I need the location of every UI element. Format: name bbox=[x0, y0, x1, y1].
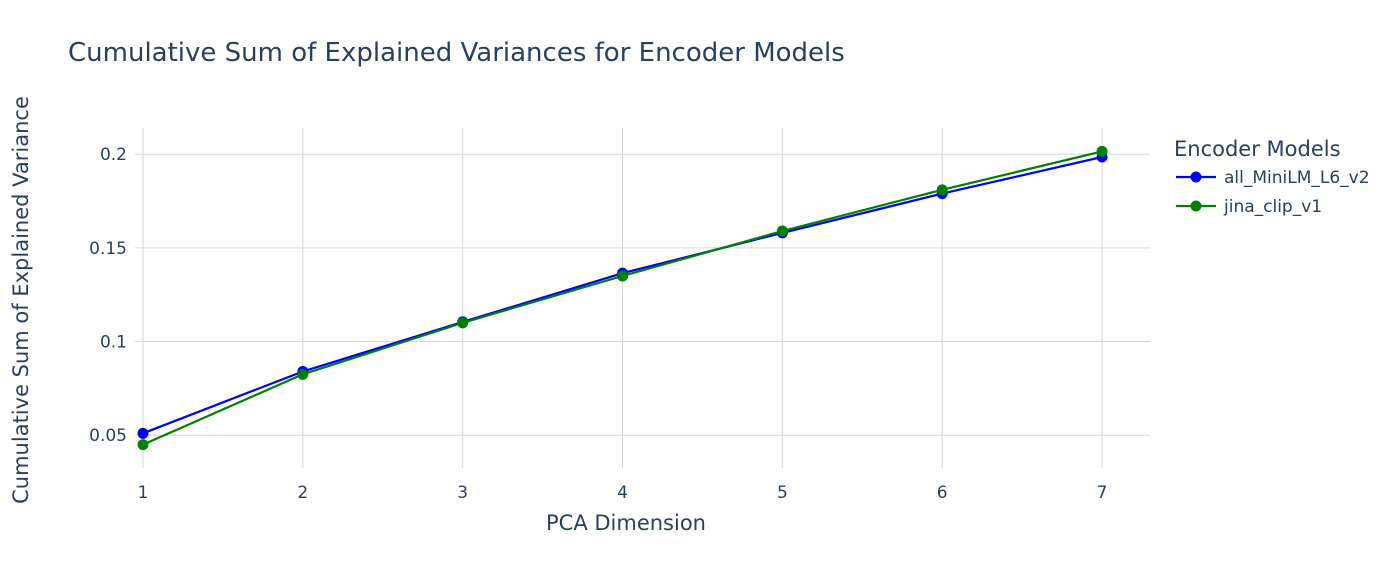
data-point bbox=[457, 317, 469, 329]
legend-marker-swatch bbox=[1190, 200, 1202, 212]
legend-label: jina_clip_v1 bbox=[1223, 197, 1322, 217]
y-tick-label: 0.05 bbox=[89, 426, 127, 446]
data-point bbox=[137, 427, 149, 439]
x-tick-label: 6 bbox=[937, 483, 948, 503]
legend-item-all_MiniLM_L6_v2[interactable]: all_MiniLM_L6_v2 bbox=[1176, 168, 1370, 188]
y-tick-labels: 0.05 0.1 0.15 0.2 bbox=[89, 145, 127, 446]
x-axis-title: PCA Dimension bbox=[546, 511, 706, 535]
x-tick-label: 7 bbox=[1097, 483, 1108, 503]
series-lines bbox=[137, 145, 1108, 451]
y-tick-label: 0.2 bbox=[100, 145, 127, 165]
x-tick-label: 1 bbox=[138, 483, 149, 503]
series-jina_clip_v1 bbox=[137, 145, 1108, 451]
gridlines bbox=[135, 128, 1150, 468]
x-tick-label: 2 bbox=[297, 483, 308, 503]
legend-items: all_MiniLM_L6_v2 jina_clip_v1 bbox=[1176, 168, 1370, 217]
x-tick-label: 3 bbox=[457, 483, 468, 503]
data-point bbox=[936, 184, 948, 196]
legend: Encoder Models all_MiniLM_L6_v2 jina_clip… bbox=[1174, 137, 1370, 217]
legend-label: all_MiniLM_L6_v2 bbox=[1224, 168, 1370, 188]
x-tick-label: 4 bbox=[617, 483, 628, 503]
y-tick-label: 0.1 bbox=[100, 333, 127, 353]
data-point bbox=[776, 225, 788, 237]
data-point bbox=[617, 270, 629, 282]
y-tick-label: 0.15 bbox=[89, 239, 127, 259]
data-point bbox=[1096, 145, 1108, 157]
y-axis-title: Cumulative Sum of Explained Variance bbox=[9, 96, 33, 504]
chart-title: Cumulative Sum of Explained Variances fo… bbox=[68, 38, 845, 68]
legend-marker-swatch bbox=[1190, 171, 1202, 183]
legend-title: Encoder Models bbox=[1174, 137, 1341, 161]
x-tick-label: 5 bbox=[777, 483, 788, 503]
data-point bbox=[137, 439, 149, 451]
data-point bbox=[297, 368, 309, 380]
x-tick-labels: 1 2 3 4 5 6 7 bbox=[138, 483, 1108, 503]
legend-item-jina_clip_v1[interactable]: jina_clip_v1 bbox=[1176, 197, 1322, 217]
